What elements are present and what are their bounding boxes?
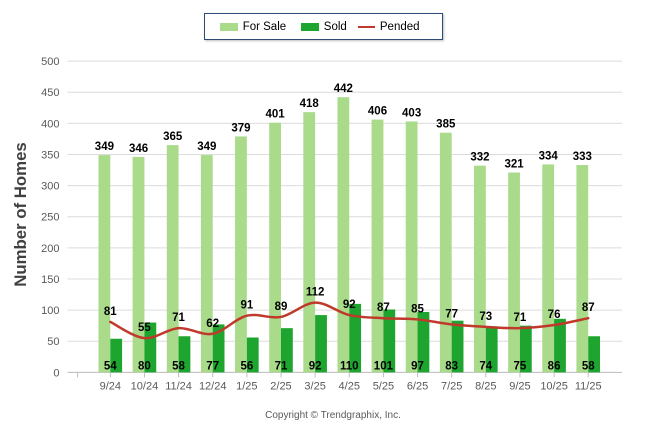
svg-text:10/24: 10/24 xyxy=(131,380,159,392)
svg-text:349: 349 xyxy=(95,141,114,153)
svg-text:81: 81 xyxy=(104,306,117,318)
svg-text:77: 77 xyxy=(206,361,219,373)
svg-text:365: 365 xyxy=(163,131,183,143)
svg-text:86: 86 xyxy=(548,361,561,373)
svg-text:110: 110 xyxy=(340,361,359,373)
svg-text:300: 300 xyxy=(41,181,59,193)
svg-text:85: 85 xyxy=(411,303,424,315)
svg-text:385: 385 xyxy=(436,119,456,131)
svg-text:71: 71 xyxy=(172,312,185,324)
svg-text:87: 87 xyxy=(582,302,595,314)
svg-text:75: 75 xyxy=(514,361,527,373)
svg-text:450: 450 xyxy=(41,87,59,99)
svg-text:0: 0 xyxy=(53,367,59,379)
svg-text:346: 346 xyxy=(129,143,148,155)
svg-text:4/25: 4/25 xyxy=(339,380,360,392)
svg-text:83: 83 xyxy=(445,361,458,373)
svg-text:91: 91 xyxy=(240,300,253,312)
svg-text:58: 58 xyxy=(172,361,185,373)
svg-text:5/25: 5/25 xyxy=(373,380,394,392)
svg-text:80: 80 xyxy=(138,361,151,373)
svg-text:92: 92 xyxy=(309,361,322,373)
svg-text:403: 403 xyxy=(402,108,421,120)
svg-text:73: 73 xyxy=(479,311,492,323)
svg-text:200: 200 xyxy=(41,243,59,255)
svg-text:401: 401 xyxy=(265,109,285,121)
svg-text:11/24: 11/24 xyxy=(165,380,192,392)
svg-text:112: 112 xyxy=(306,287,325,299)
svg-text:101: 101 xyxy=(374,361,394,373)
svg-text:333: 333 xyxy=(573,151,592,163)
svg-text:150: 150 xyxy=(41,274,59,286)
svg-text:9/24: 9/24 xyxy=(100,380,121,392)
svg-text:349: 349 xyxy=(197,141,216,153)
svg-text:321: 321 xyxy=(504,159,524,171)
svg-text:100: 100 xyxy=(41,305,59,317)
svg-text:71: 71 xyxy=(275,361,288,373)
svg-text:10/25: 10/25 xyxy=(540,380,568,392)
svg-text:334: 334 xyxy=(539,150,559,162)
svg-text:50: 50 xyxy=(47,336,59,348)
svg-text:400: 400 xyxy=(41,118,59,130)
svg-text:9/25: 9/25 xyxy=(509,380,530,392)
svg-text:76: 76 xyxy=(548,309,561,321)
svg-text:56: 56 xyxy=(240,361,253,373)
svg-text:89: 89 xyxy=(275,301,288,313)
svg-text:58: 58 xyxy=(582,361,595,373)
svg-text:71: 71 xyxy=(514,312,527,324)
svg-text:54: 54 xyxy=(104,361,117,373)
svg-text:12/24: 12/24 xyxy=(199,380,227,392)
svg-text:250: 250 xyxy=(41,212,59,224)
svg-text:11/25: 11/25 xyxy=(575,380,602,392)
svg-text:350: 350 xyxy=(41,150,59,162)
svg-text:55: 55 xyxy=(138,322,151,334)
svg-text:332: 332 xyxy=(470,152,489,164)
svg-text:418: 418 xyxy=(300,98,320,110)
svg-text:8/25: 8/25 xyxy=(475,380,496,392)
svg-text:62: 62 xyxy=(206,318,219,330)
svg-text:6/25: 6/25 xyxy=(407,380,428,392)
svg-text:500: 500 xyxy=(41,56,59,68)
svg-text:92: 92 xyxy=(343,299,356,311)
svg-text:379: 379 xyxy=(231,122,250,134)
svg-text:7/25: 7/25 xyxy=(441,380,462,392)
svg-text:2/25: 2/25 xyxy=(270,380,291,392)
svg-text:87: 87 xyxy=(377,302,390,314)
svg-text:406: 406 xyxy=(368,106,387,118)
svg-text:1/25: 1/25 xyxy=(236,380,257,392)
svg-text:74: 74 xyxy=(479,361,492,373)
svg-text:97: 97 xyxy=(411,361,424,373)
svg-text:3/25: 3/25 xyxy=(304,380,325,392)
svg-text:442: 442 xyxy=(334,83,353,95)
svg-text:77: 77 xyxy=(445,308,458,320)
